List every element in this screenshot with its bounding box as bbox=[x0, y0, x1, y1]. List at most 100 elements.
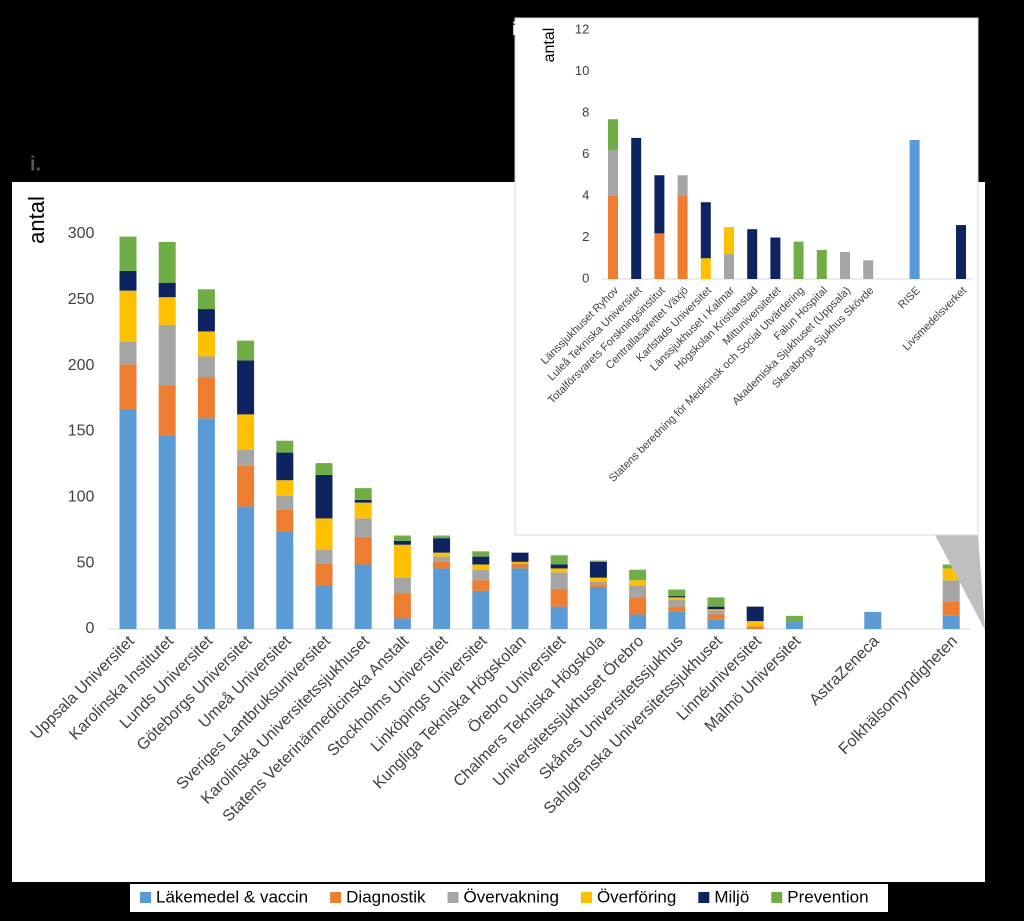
legend-swatch bbox=[580, 892, 592, 903]
bar-segment bbox=[315, 585, 333, 629]
bar-segment bbox=[119, 364, 137, 410]
bar-segment bbox=[119, 341, 137, 365]
y-tick-label: 0 bbox=[582, 270, 589, 285]
bar-segment bbox=[315, 463, 333, 475]
bar-segment bbox=[354, 502, 372, 519]
legend-label: Läkemedel & vaccin bbox=[156, 887, 308, 906]
bar-segment bbox=[197, 418, 215, 629]
bar-segment bbox=[511, 561, 529, 564]
legend-swatch bbox=[140, 892, 151, 903]
bar-segment bbox=[654, 175, 665, 234]
bar-segment bbox=[237, 465, 255, 507]
bar-segment bbox=[511, 563, 529, 565]
bar-segment bbox=[354, 536, 372, 565]
bar-segment bbox=[629, 614, 647, 629]
bar-segment bbox=[472, 551, 490, 557]
bar-segment bbox=[197, 331, 215, 357]
bar-segment bbox=[197, 377, 215, 419]
bar-segment bbox=[433, 552, 451, 557]
bar-segment bbox=[550, 564, 568, 569]
bar-segment bbox=[315, 550, 333, 564]
bar-segment bbox=[158, 297, 176, 325]
bar-segment bbox=[197, 309, 215, 332]
legend-label: Miljö bbox=[714, 887, 749, 906]
y-tick-label: 150 bbox=[68, 423, 95, 440]
bar-segment bbox=[433, 556, 451, 562]
legend-label: Prevention bbox=[787, 887, 868, 906]
bar-segment bbox=[393, 544, 411, 578]
bar-segment bbox=[550, 572, 568, 590]
bar-segment bbox=[158, 241, 176, 283]
bar-segment bbox=[707, 619, 725, 629]
y-tick-label: 8 bbox=[582, 104, 589, 119]
bar-segment bbox=[158, 385, 176, 436]
bar-segment bbox=[197, 356, 215, 378]
bar-segment bbox=[863, 260, 874, 279]
inset-panel bbox=[514, 17, 979, 536]
bar-segment bbox=[511, 552, 529, 562]
bar-segment bbox=[472, 556, 490, 565]
bar-segment bbox=[608, 150, 618, 196]
y-tick-label: 200 bbox=[68, 357, 95, 374]
bar-segment bbox=[589, 581, 607, 585]
bar-segment bbox=[119, 270, 137, 291]
bar-segment bbox=[276, 531, 294, 629]
bar-segment bbox=[864, 611, 882, 629]
bar-segment bbox=[654, 233, 665, 279]
bar-segment bbox=[700, 202, 711, 259]
y-tick-label: 300 bbox=[68, 225, 95, 242]
bar-segment bbox=[793, 241, 804, 279]
legend-swatch bbox=[771, 892, 783, 903]
bar-segment bbox=[589, 560, 607, 562]
bar-segment bbox=[942, 580, 960, 602]
y-tick-label: 2 bbox=[582, 229, 589, 244]
bar-segment bbox=[354, 488, 372, 500]
y-tick-label: 0 bbox=[85, 620, 94, 637]
bar-segment bbox=[956, 225, 966, 279]
legend-label: Överföring bbox=[597, 887, 676, 906]
bar-segment bbox=[550, 589, 568, 607]
bar-segment bbox=[315, 563, 333, 586]
bar-segment bbox=[700, 258, 711, 279]
bar-segment bbox=[393, 618, 411, 629]
bar-segment bbox=[237, 506, 255, 629]
bar-segment bbox=[433, 568, 451, 629]
bar-segment bbox=[942, 601, 960, 616]
bar-segment bbox=[354, 518, 372, 537]
bar-segment bbox=[677, 196, 688, 279]
bar-segment bbox=[511, 568, 529, 629]
bar-segment bbox=[119, 409, 137, 629]
y-tick-label: 10 bbox=[575, 63, 589, 78]
bar-segment bbox=[629, 597, 647, 615]
bar-segment bbox=[276, 509, 294, 532]
y-tick-label: 250 bbox=[68, 291, 95, 308]
bar-segment bbox=[589, 561, 607, 578]
bar-segment bbox=[315, 474, 333, 519]
bar-segment bbox=[158, 435, 176, 629]
bar-segment bbox=[608, 119, 618, 151]
bar-segment bbox=[747, 229, 758, 279]
bar-segment bbox=[942, 564, 960, 569]
bar-segment bbox=[629, 580, 647, 586]
bar-segment bbox=[707, 597, 725, 607]
bar-segment bbox=[276, 452, 294, 481]
bar-segment bbox=[840, 252, 850, 279]
bar-segment bbox=[724, 227, 734, 255]
bar-segment bbox=[668, 597, 686, 601]
y-tick-label: 6 bbox=[582, 146, 589, 161]
legend-box bbox=[130, 884, 888, 912]
bar-segment bbox=[237, 449, 255, 466]
bar-segment bbox=[707, 606, 725, 610]
bar-segment bbox=[237, 360, 255, 415]
bar-segment bbox=[629, 569, 647, 581]
bar-segment bbox=[629, 585, 647, 598]
legend-swatch bbox=[330, 892, 342, 903]
bar-segment bbox=[550, 606, 568, 629]
bar-segment bbox=[668, 600, 686, 607]
bar-segment bbox=[785, 621, 803, 629]
bar-segment bbox=[631, 137, 642, 279]
y-tick-label: 4 bbox=[582, 187, 589, 202]
bar-segment bbox=[354, 499, 372, 503]
bar-segment bbox=[119, 236, 137, 271]
